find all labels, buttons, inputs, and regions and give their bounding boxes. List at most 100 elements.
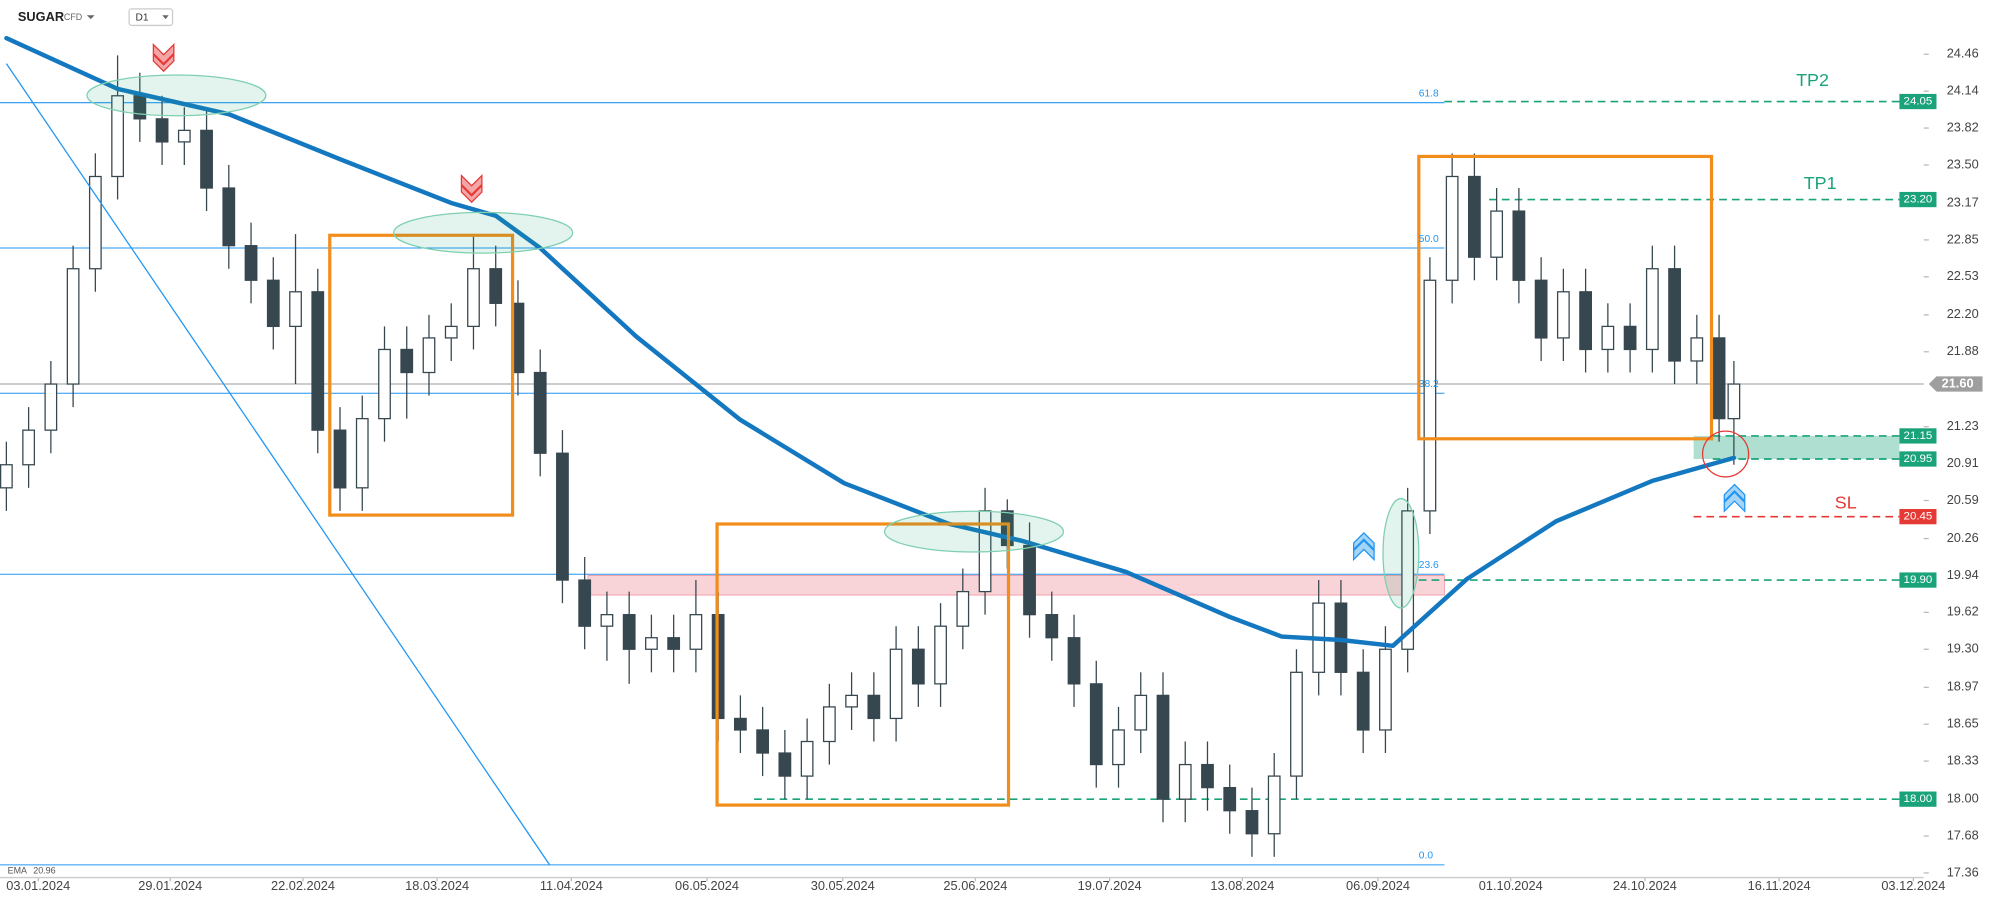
dropdown-caret [162, 15, 169, 20]
candle-body [1423, 279, 1437, 512]
range-box [1417, 154, 1714, 441]
candle-body [867, 694, 881, 720]
level-label: 19.90 [1904, 574, 1933, 586]
candle-body [1556, 291, 1570, 339]
candle-body [600, 614, 614, 627]
candle-body [1468, 175, 1481, 258]
y-tick-label: 17.36 [1947, 864, 1979, 879]
candle-body [311, 291, 325, 431]
timeframe[interactable]: D1 [135, 13, 148, 24]
x-tick-label: 13.08.2024 [1210, 878, 1274, 893]
candle-body [1067, 637, 1081, 685]
level-tag [1899, 509, 1937, 525]
candle-body [444, 325, 458, 339]
level-tag-name: TP1 [1804, 173, 1837, 193]
candle-body [1178, 763, 1192, 800]
candle-body [1045, 614, 1059, 639]
candle-body [378, 348, 391, 420]
candle-body [355, 418, 369, 489]
candle-body [622, 614, 636, 650]
symbol: SUGAR [18, 9, 64, 24]
candle-body [222, 187, 236, 247]
candle-body [0, 464, 13, 489]
candle-body [489, 268, 503, 304]
candle-body [1089, 683, 1103, 766]
ema-legend-name: EMA [8, 866, 27, 876]
level-label: 24.05 [1904, 96, 1933, 108]
x-tick-label: 06.05.2024 [675, 878, 739, 893]
ema-legend-value: 20.96 [33, 866, 55, 876]
candle-body [689, 614, 703, 650]
y-tick-label: 17.68 [1947, 827, 1979, 842]
x-tick-label: 03.12.2024 [1881, 878, 1945, 893]
up-arrow [1352, 531, 1375, 562]
candle-body [1356, 671, 1370, 731]
candle-body [667, 637, 681, 650]
y-tick-label: 19.62 [1947, 604, 1979, 619]
x-tick-label: 16.11.2024 [1748, 878, 1811, 893]
x-tick-label: 22.02.2024 [271, 878, 335, 893]
candle-body [578, 579, 592, 627]
fib-label: 61.8 [1419, 88, 1439, 99]
y-tick-label: 20.59 [1947, 492, 1979, 507]
candle-body [889, 648, 903, 720]
y-tick-label: 23.17 [1947, 194, 1979, 209]
level-tag [1899, 791, 1937, 807]
candle-body [111, 95, 124, 178]
highlight-ellipse [393, 211, 574, 254]
x-tick-label: 19.07.2024 [1078, 878, 1142, 893]
candle-body [88, 175, 102, 270]
candle-body [1401, 510, 1415, 650]
y-tick-label: 18.97 [1947, 679, 1979, 694]
y-tick-label: 24.14 [1947, 83, 1979, 98]
y-tick-label: 23.82 [1947, 119, 1979, 134]
y-tick-label: 23.50 [1947, 156, 1979, 171]
candle-body [1223, 786, 1237, 812]
y-tick-label: 21.88 [1947, 343, 1979, 358]
candle-body [1267, 775, 1281, 835]
dropdown-caret[interactable] [86, 15, 95, 20]
level-label: 21.15 [1904, 430, 1933, 442]
candle-body [422, 337, 436, 374]
level-tag [1899, 572, 1937, 588]
y-tick-label: 22.53 [1947, 268, 1979, 283]
candle-body [266, 279, 280, 328]
level-tag [1899, 428, 1937, 444]
candle-body [1490, 210, 1504, 258]
x-tick-label: 29.01.2024 [138, 878, 202, 893]
y-tick-label: 24.46 [1947, 46, 1979, 61]
candle-body [22, 429, 36, 466]
candle-body [1668, 268, 1681, 362]
symbol-type: CFD [64, 12, 82, 22]
trend-line [5, 63, 551, 866]
candle-body [800, 740, 814, 777]
down-arrow [460, 173, 483, 204]
level-tag-name: SL [1835, 493, 1857, 513]
candle-body [44, 383, 58, 431]
candle-body [177, 129, 191, 143]
y-tick-label: 18.65 [1947, 716, 1979, 731]
entry-zone [1693, 435, 1900, 459]
level-tag [1899, 191, 1937, 208]
level-label: 20.45 [1904, 511, 1933, 523]
candle-body [733, 717, 747, 731]
highlight-circle [1701, 430, 1750, 478]
down-arrow [152, 42, 175, 73]
y-tick-label: 21.23 [1947, 418, 1979, 433]
candle-body [845, 694, 858, 708]
candle-body [1245, 810, 1259, 835]
candle-body [934, 625, 947, 685]
y-tick-label: 19.30 [1947, 641, 1979, 656]
candle-body [1645, 268, 1659, 351]
candle-body [556, 452, 569, 581]
highlight-ellipse [883, 510, 1065, 553]
y-tick-label: 18.33 [1947, 752, 1979, 767]
candle-body [1023, 544, 1036, 616]
y-tick-label: 19.94 [1947, 567, 1979, 582]
candle-body [333, 429, 347, 489]
fib-label: 0.0 [1419, 851, 1434, 862]
timeframe-select[interactable] [128, 8, 174, 27]
candle-body [1445, 175, 1459, 281]
candle-body [1601, 325, 1615, 351]
